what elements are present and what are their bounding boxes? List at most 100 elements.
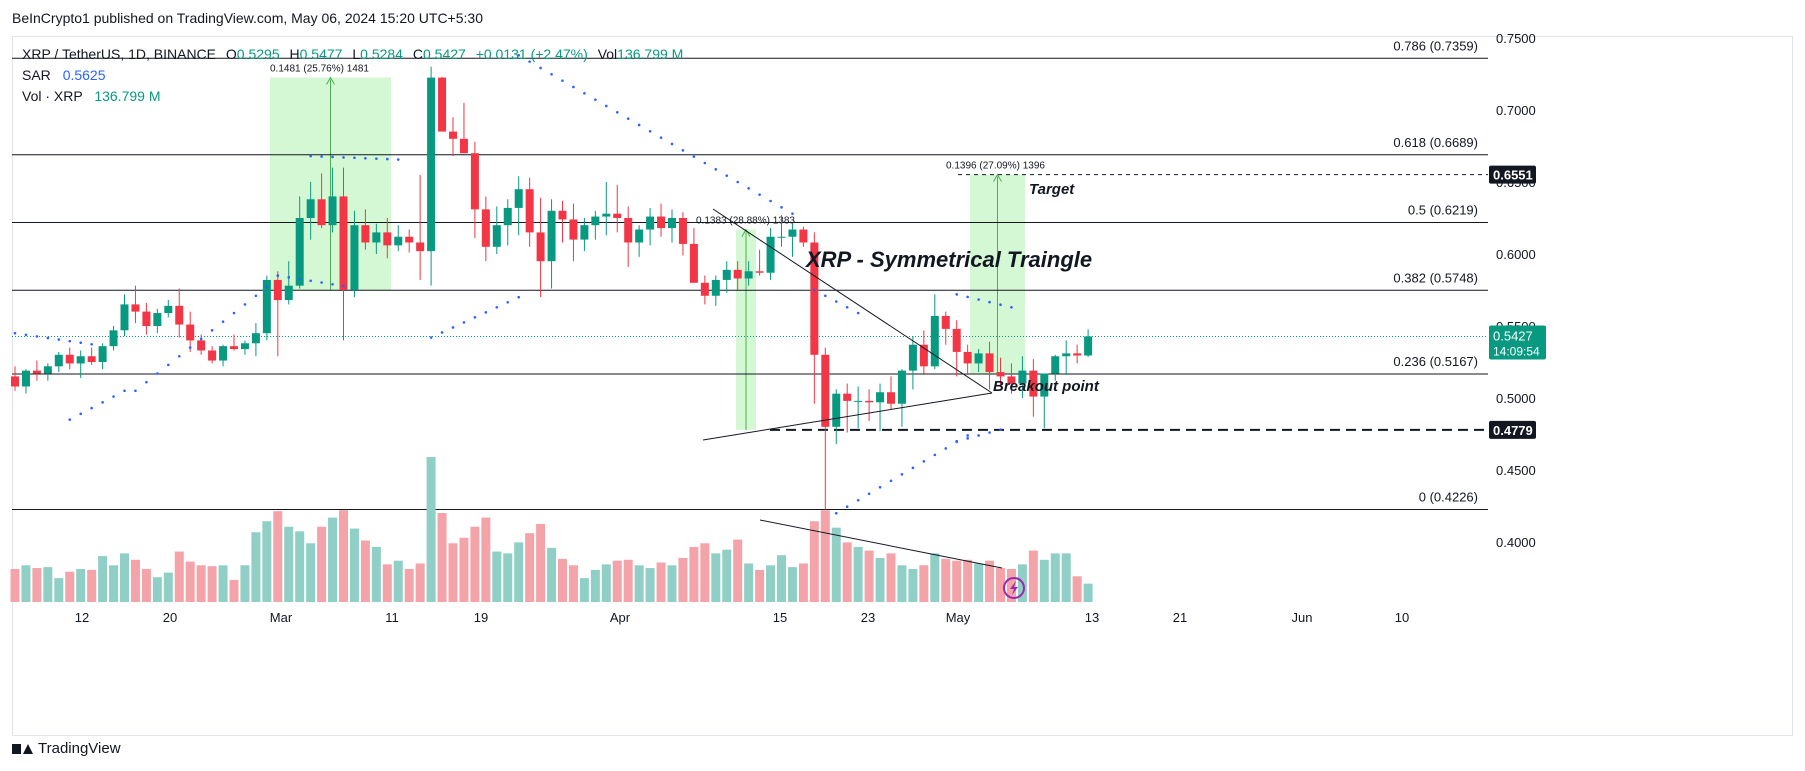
x-tick-label: May [946, 610, 971, 625]
volume-bar [1039, 559, 1049, 602]
volume-bar [1072, 576, 1082, 602]
triangle-upper-line [712, 208, 993, 394]
candle-body [689, 243, 698, 283]
sar-dot [79, 341, 82, 345]
price-label-text: 0.6551 [1493, 168, 1533, 183]
sar-dot [988, 300, 991, 304]
volume-bar [404, 568, 414, 602]
volume-bar [755, 569, 765, 602]
volume-bar [87, 569, 97, 602]
candle-body [503, 207, 512, 226]
y-tick-label: 0.7500 [1496, 31, 1536, 46]
candle-body [799, 229, 808, 243]
sar-dot [670, 142, 674, 146]
legend-symbol-row[interactable]: XRP / TetherUS, 1D, BINANCE O0.5295 H0.5… [22, 44, 683, 65]
fib-label: 0.5 (0.6219) [1408, 202, 1478, 217]
volume-trend-line [759, 519, 1003, 569]
lightning-icon[interactable] [1003, 577, 1025, 599]
candle-body [635, 229, 644, 243]
sar-dot [966, 295, 969, 299]
candle-body [1062, 353, 1071, 357]
sar-dot [911, 466, 915, 470]
legend-volume-row[interactable]: Vol · XRP 136.799 M [22, 86, 683, 107]
legend-close: 0.5427 [422, 46, 466, 62]
volume-bar [667, 565, 677, 602]
volume-bar [284, 526, 294, 602]
fib-label: 0.618 (0.6689) [1393, 135, 1478, 150]
volume-bar [120, 553, 129, 602]
candle-body [317, 199, 326, 226]
volume-bar [525, 533, 535, 602]
volume-bar [1083, 583, 1093, 602]
candle-body [416, 242, 425, 252]
volume-bar [612, 560, 622, 602]
sar-dot [561, 79, 564, 82]
sar-dot [605, 104, 608, 108]
candle-body [284, 285, 293, 301]
legend-h-label: H [289, 46, 300, 62]
legend-open: 0.5295 [236, 46, 280, 62]
sar-dot [495, 305, 499, 309]
volume-bar [798, 563, 808, 602]
candle-body [821, 354, 830, 427]
candle-body [120, 304, 129, 331]
sar-dot [878, 485, 882, 489]
sar-dot [440, 331, 444, 334]
measure-label: 0.1396 (27.09%) 1396 [946, 161, 1045, 172]
legend-vol: 136.799 M [617, 46, 684, 62]
price-label-text: 0.4779 [1493, 423, 1533, 438]
sar-dot [188, 346, 192, 349]
volume-bar [623, 559, 633, 602]
volume-bar [842, 542, 852, 602]
volume-bar [547, 547, 557, 602]
volume-bar [349, 528, 359, 602]
candle-body [1029, 370, 1038, 397]
candle-body [941, 315, 950, 329]
candle-body [339, 196, 348, 290]
sar-dot [550, 72, 553, 76]
legend-sar-row[interactable]: SAR 0.5625 [22, 65, 683, 86]
volume-bar [711, 553, 721, 602]
candle-body [98, 346, 107, 362]
candle-body [766, 236, 775, 273]
candle-body [32, 370, 41, 374]
legend-l-label: L [352, 46, 361, 62]
candle-body [514, 189, 523, 208]
sar-dot [900, 473, 904, 476]
volume-bar [963, 559, 973, 602]
candle-body [919, 344, 928, 367]
volume-bar [21, 565, 31, 602]
candle-body [361, 225, 370, 243]
volume-bar [185, 561, 195, 602]
candle-body [175, 305, 184, 325]
volume-bar [251, 532, 261, 602]
tradingview-brand[interactable]: TradingView [12, 740, 121, 757]
sar-dot [977, 298, 980, 301]
measure-label: 0.1481 (25.76%) 1481 [270, 63, 369, 74]
candle-body [481, 209, 490, 247]
x-tick-label: 13 [1085, 610, 1099, 625]
sar-dot [199, 337, 203, 341]
volume-bar [437, 512, 447, 602]
volume-bar [54, 578, 64, 602]
volume-bar [700, 543, 710, 602]
price-label-box [1489, 165, 1536, 184]
volume-bar [415, 563, 425, 602]
volume-bar [130, 559, 140, 602]
chart-legend: XRP / TetherUS, 1D, BINANCE O0.5295 H0.5… [22, 44, 683, 107]
candle-body [613, 213, 622, 218]
sar-dot [309, 279, 312, 283]
candle-body [240, 343, 249, 350]
sar-dot [24, 333, 28, 337]
legend-sar-label: SAR [22, 67, 51, 83]
volume-bar [426, 457, 436, 602]
volume-bar [864, 550, 874, 602]
candle-body [952, 328, 961, 352]
candle-body [449, 131, 457, 139]
volume-bar [98, 556, 108, 602]
volume-bar [328, 517, 338, 602]
sar-dot [429, 336, 433, 339]
volume-bar [163, 572, 173, 602]
volume-bar [875, 557, 885, 602]
